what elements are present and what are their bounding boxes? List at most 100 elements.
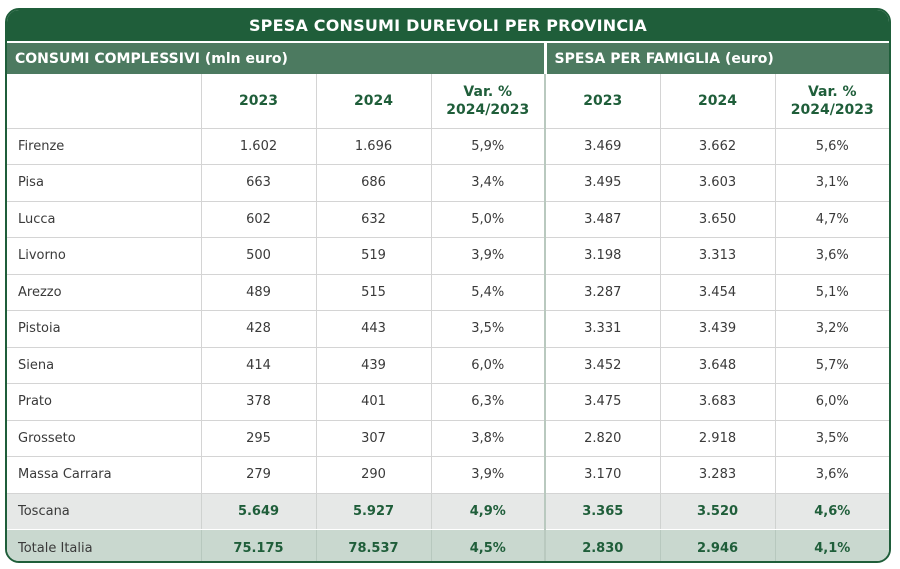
cell-consumi-2024: 401 (316, 383, 432, 421)
table-row-massa-carrara: Massa Carrara 279 290 3,9% 3.170 3.283 3,6% (7, 456, 889, 494)
cell-famiglia-2023: 3.487 (544, 201, 661, 238)
table-row-firenze: Firenze 1.602 1.696 5,9% 3.469 3.662 5,6% (7, 128, 889, 165)
cell-consumi-var: 4,5% (431, 529, 546, 561)
province-name: Lucca (7, 201, 202, 238)
table-row-pistoia: Pistoia 428 443 3,5% 3.331 3.439 3,2% (7, 310, 889, 348)
table-row-toscana: Toscana 5.649 5.927 4,9% 3.365 3.520 4,6% (7, 493, 889, 530)
header-province (7, 74, 202, 129)
province-name: Pisa (7, 164, 202, 202)
header-var-line2: 2024/2023 (790, 101, 874, 118)
cell-consumi-var: 3,4% (431, 164, 546, 202)
table-row-lucca: Lucca 602 632 5,0% 3.487 3.650 4,7% (7, 201, 889, 238)
cell-famiglia-2023: 3.365 (544, 493, 661, 530)
cell-famiglia-var: 3,5% (775, 420, 889, 457)
province-name: Prato (7, 383, 202, 421)
cell-famiglia-2023: 3.475 (544, 383, 661, 421)
header-var-line1: Var. % (463, 83, 513, 100)
cell-consumi-var: 3,9% (431, 456, 546, 494)
cell-famiglia-2023: 3.495 (544, 164, 661, 202)
province-name: Pistoia (7, 310, 202, 348)
table-row-siena: Siena 414 439 6,0% 3.452 3.648 5,7% (7, 347, 889, 384)
cell-consumi-2023: 378 (201, 383, 317, 421)
cell-famiglia-2024: 3.650 (660, 201, 776, 238)
cell-famiglia-var: 3,6% (775, 237, 889, 275)
cell-famiglia-2024: 2.918 (660, 420, 776, 457)
cell-famiglia-2023: 3.287 (544, 274, 661, 311)
cell-famiglia-2023: 2.820 (544, 420, 661, 457)
cell-consumi-2023: 602 (201, 201, 317, 238)
cell-famiglia-var: 4,1% (775, 529, 889, 561)
cell-famiglia-var: 3,2% (775, 310, 889, 348)
table-row-grosseto: Grosseto 295 307 3,8% 2.820 2.918 3,5% (7, 420, 889, 457)
data-table: CONSUMI COMPLESSIVI (mln euro) SPESA PER… (7, 41, 889, 561)
cell-consumi-var: 5,4% (431, 274, 546, 311)
section-consumi-complessivi: CONSUMI COMPLESSIVI (mln euro) (7, 41, 546, 74)
header-2024-consumi: 2024 (316, 74, 432, 129)
cell-consumi-2024: 5.927 (316, 493, 432, 530)
cell-consumi-2023: 489 (201, 274, 317, 311)
cell-consumi-var: 3,5% (431, 310, 546, 348)
cell-consumi-2024: 290 (316, 456, 432, 494)
cell-famiglia-2024: 3.648 (660, 347, 776, 384)
section-spesa-per-famiglia: SPESA PER FAMIGLIA (euro) (543, 41, 889, 74)
cell-consumi-var: 3,9% (431, 237, 546, 275)
cell-famiglia-2024: 3.454 (660, 274, 776, 311)
cell-famiglia-var: 5,1% (775, 274, 889, 311)
province-name: Massa Carrara (7, 456, 202, 494)
cell-famiglia-2023: 3.331 (544, 310, 661, 348)
cell-famiglia-var: 6,0% (775, 383, 889, 421)
cell-consumi-var: 6,3% (431, 383, 546, 421)
table-row-pisa: Pisa 663 686 3,4% 3.495 3.603 3,1% (7, 164, 889, 202)
header-2023-consumi: 2023 (201, 74, 317, 129)
cell-consumi-2023: 75.175 (201, 529, 317, 561)
province-name: Firenze (7, 128, 202, 165)
header-2023-famiglia: 2023 (544, 74, 661, 129)
cell-consumi-2024: 1.696 (316, 128, 432, 165)
cell-consumi-2024: 439 (316, 347, 432, 384)
province-name: Toscana (7, 493, 202, 530)
cell-famiglia-2023: 2.830 (544, 529, 661, 561)
table-row-livorno: Livorno 500 519 3,9% 3.198 3.313 3,6% (7, 237, 889, 275)
cell-famiglia-var: 4,7% (775, 201, 889, 238)
header-var-line2: 2024/2023 (446, 101, 530, 118)
cell-consumi-2024: 307 (316, 420, 432, 457)
cell-consumi-var: 6,0% (431, 347, 546, 384)
cell-consumi-2024: 78.537 (316, 529, 432, 561)
cell-famiglia-2023: 3.469 (544, 128, 661, 165)
cell-consumi-2024: 519 (316, 237, 432, 275)
cell-famiglia-2024: 3.603 (660, 164, 776, 202)
cell-famiglia-2024: 3.283 (660, 456, 776, 494)
cell-consumi-var: 5,9% (431, 128, 546, 165)
cell-famiglia-var: 3,6% (775, 456, 889, 494)
province-name: Livorno (7, 237, 202, 275)
cell-consumi-2024: 686 (316, 164, 432, 202)
table-card: SPESA CONSUMI DUREVOLI PER PROVINCIA CON… (5, 8, 891, 563)
cell-consumi-2024: 515 (316, 274, 432, 311)
cell-famiglia-2024: 2.946 (660, 529, 776, 561)
cell-famiglia-2023: 3.170 (544, 456, 661, 494)
header-var-line1: Var. % (807, 83, 857, 100)
province-name: Grosseto (7, 420, 202, 457)
cell-famiglia-2024: 3.313 (660, 237, 776, 275)
table-body: Firenze 1.602 1.696 5,9% 3.469 3.662 5,6% Pisa 6… (7, 128, 889, 561)
cell-consumi-var: 5,0% (431, 201, 546, 238)
cell-consumi-var: 3,8% (431, 420, 546, 457)
cell-famiglia-2024: 3.662 (660, 128, 776, 165)
cell-consumi-2023: 295 (201, 420, 317, 457)
province-name: Totale Italia (7, 529, 202, 561)
table-row-arezzo: Arezzo 489 515 5,4% 3.287 3.454 5,1% (7, 274, 889, 311)
cell-consumi-2023: 663 (201, 164, 317, 202)
section-header-row: CONSUMI COMPLESSIVI (mln euro) SPESA PER… (7, 41, 889, 74)
cell-consumi-2024: 443 (316, 310, 432, 348)
cell-famiglia-var: 3,1% (775, 164, 889, 202)
table-row-prato: Prato 378 401 6,3% 3.475 3.683 6,0% (7, 383, 889, 421)
cell-consumi-2024: 632 (316, 201, 432, 238)
header-var-consumi: Var. % 2024/2023 (431, 74, 546, 129)
cell-famiglia-2023: 3.198 (544, 237, 661, 275)
header-var-famiglia: Var. % 2024/2023 (775, 74, 889, 129)
cell-famiglia-2024: 3.520 (660, 493, 776, 530)
cell-consumi-var: 4,9% (431, 493, 546, 530)
province-name: Arezzo (7, 274, 202, 311)
cell-consumi-2023: 5.649 (201, 493, 317, 530)
table-title: SPESA CONSUMI DUREVOLI PER PROVINCIA (7, 10, 889, 41)
